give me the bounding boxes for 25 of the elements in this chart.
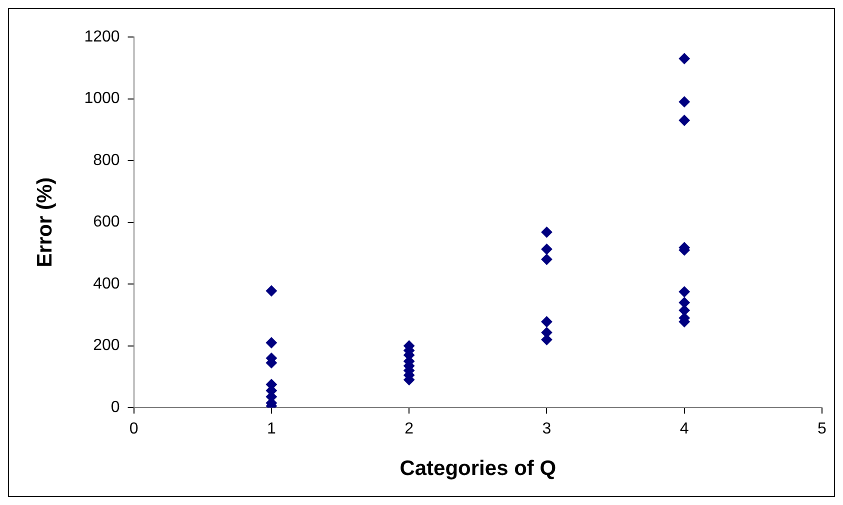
point bbox=[678, 96, 690, 108]
x-tick-label: 1 bbox=[266, 420, 276, 438]
x-tick-label: 3 bbox=[542, 420, 552, 438]
point bbox=[266, 285, 277, 296]
point bbox=[678, 286, 690, 298]
y-tick-label: 0 bbox=[110, 399, 120, 416]
y-axis-title: Error (%) bbox=[33, 177, 56, 268]
x-tick-label: 5 bbox=[818, 420, 827, 438]
y-tick-label: 600 bbox=[93, 214, 120, 231]
x-tick-label: 4 bbox=[680, 420, 689, 438]
x-tick-label: 2 bbox=[404, 420, 414, 438]
point bbox=[678, 114, 690, 126]
y-tick-label: 1000 bbox=[84, 90, 120, 108]
point bbox=[541, 254, 552, 265]
point bbox=[541, 226, 552, 238]
point bbox=[541, 244, 552, 255]
x-tick-label: 0 bbox=[129, 420, 138, 438]
y-tick-label: 1200 bbox=[84, 28, 120, 46]
point bbox=[541, 316, 552, 328]
point bbox=[266, 337, 277, 348]
y-tick-label: 400 bbox=[93, 275, 120, 292]
y-tick-label: 200 bbox=[93, 337, 120, 354]
y-tick-label: 800 bbox=[93, 152, 120, 169]
x-axis-title: Categories of Q bbox=[400, 457, 556, 480]
point bbox=[678, 53, 690, 64]
